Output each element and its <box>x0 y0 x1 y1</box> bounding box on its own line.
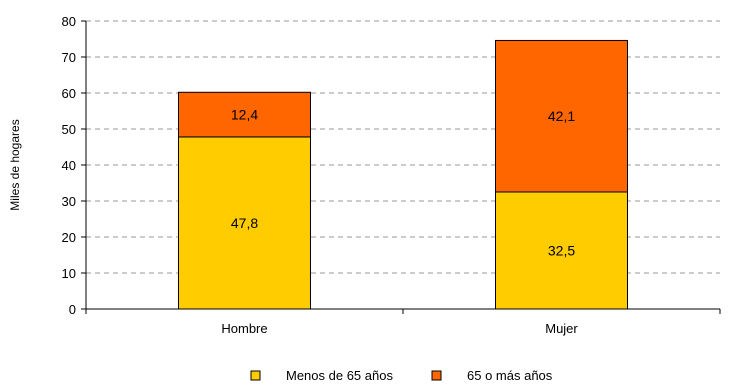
x-category-label: Mujer <box>545 321 578 336</box>
data-label: 42,1 <box>548 108 575 124</box>
y-tick-label: 70 <box>62 50 76 65</box>
legend-swatch <box>250 370 261 381</box>
bar-segment <box>178 91 311 138</box>
legend-label: 65 o más años <box>467 368 553 383</box>
legend: Menos de 65 años 65 o más años <box>250 368 553 383</box>
y-tick-label: 60 <box>62 86 76 101</box>
axes <box>81 20 721 314</box>
data-label: 47,8 <box>231 215 258 231</box>
y-tick-label: 80 <box>62 14 76 29</box>
bars <box>178 39 628 310</box>
data-labels: 47,8 12,4 32,5 42,1 <box>231 107 575 259</box>
y-tick-label: 20 <box>62 230 76 245</box>
bar-segment <box>178 136 311 310</box>
y-axis-title: Miles de hogares <box>8 119 22 210</box>
gridlines <box>86 20 720 274</box>
y-tick-label: 40 <box>62 158 76 173</box>
data-label: 12,4 <box>231 107 258 123</box>
legend-label: Menos de 65 años <box>286 368 393 383</box>
y-tick-label: 10 <box>62 266 76 281</box>
bar-segment <box>495 191 628 310</box>
bar-segment <box>495 39 628 193</box>
legend-swatch <box>431 370 442 381</box>
x-category-label: Hombre <box>221 321 267 336</box>
data-label: 32,5 <box>548 243 575 259</box>
x-category-labels: Hombre Mujer <box>221 321 578 336</box>
y-tick-label: 50 <box>62 122 76 137</box>
y-tick-label: 30 <box>62 194 76 209</box>
y-tick-labels: 0 10 20 30 40 50 60 70 80 <box>62 14 76 317</box>
y-tick-label: 0 <box>69 302 76 317</box>
